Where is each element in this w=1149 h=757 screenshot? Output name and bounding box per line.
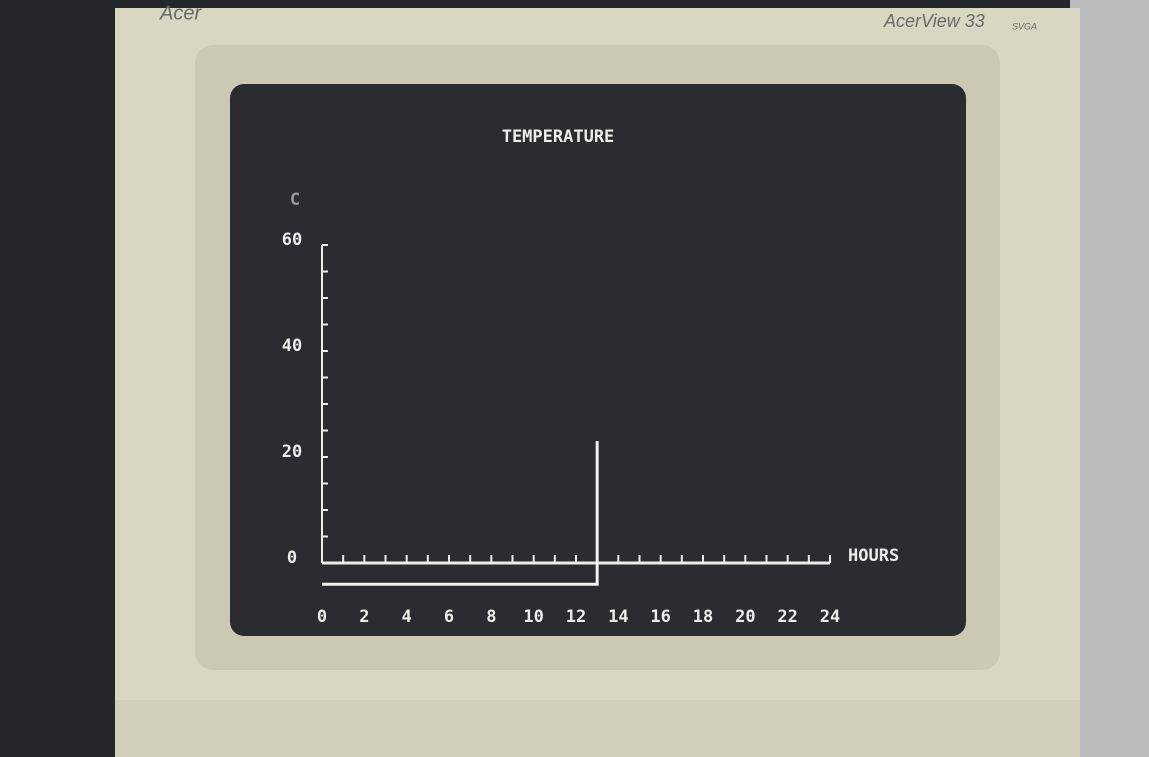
x-tick-label: 18 [693, 607, 713, 627]
x-tick-label: 4 [402, 607, 412, 627]
x-tick-label: 2 [359, 607, 369, 627]
x-tick-label: 16 [650, 607, 670, 627]
wall [1070, 0, 1149, 757]
y-tick-label: 0 [287, 548, 297, 568]
y-tick-label: 60 [282, 230, 302, 250]
x-tick-label: 22 [777, 607, 797, 627]
model: AcerView 33 [883, 11, 985, 31]
y-tick-label: 40 [282, 336, 302, 356]
x-tick-label: 12 [566, 607, 586, 627]
x-tick-label: 8 [486, 607, 496, 627]
photo: Acer AcerView 33 SVGA TEMPERATURE C HOUR… [0, 0, 1149, 757]
x-tick-label: 10 [523, 607, 543, 627]
x-tick-label: 6 [444, 607, 454, 627]
x-axis-label: HOURS [848, 546, 899, 566]
badge: SVGA [1012, 21, 1037, 31]
x-tick-label: 24 [820, 607, 840, 627]
chart-title: TEMPERATURE [502, 127, 615, 147]
x-tick-label: 14 [608, 607, 628, 627]
monitor-base [115, 700, 1080, 757]
brand: Acer [159, 2, 202, 24]
x-tick-label: 0 [317, 607, 327, 627]
y-axis-label: C [290, 190, 300, 210]
y-tick-label: 20 [282, 442, 302, 462]
x-tick-label: 20 [735, 607, 755, 627]
